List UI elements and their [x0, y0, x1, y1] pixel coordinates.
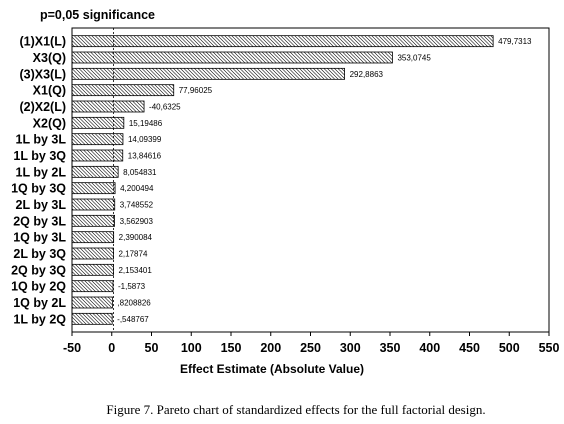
- y-tick-label: (2)X2(L): [19, 100, 66, 114]
- bar-value-label: -,548767: [117, 315, 149, 324]
- bar-value-label: 4,200494: [120, 184, 154, 193]
- x-tick-label: 400: [419, 341, 440, 355]
- bar: [71, 100, 145, 113]
- y-tick-label: (3)X3(L): [19, 67, 66, 81]
- bar: [71, 116, 125, 129]
- y-tick-label: 1L by 3Q: [13, 149, 66, 163]
- y-tick-label: X3(Q): [33, 51, 66, 65]
- bar-value-label: 3,748552: [120, 201, 154, 210]
- bar: [71, 198, 116, 211]
- significance-label: p=0,05 significance: [40, 8, 155, 22]
- y-tick-label: 1Q by 2Q: [11, 280, 66, 294]
- x-tick-label: -50: [63, 341, 81, 355]
- y-tick-label: 1Q by 3Q: [11, 182, 66, 196]
- y-tick-label: (1)X1(L): [19, 35, 66, 49]
- bar: [71, 296, 113, 309]
- bar: [71, 67, 345, 80]
- y-tick-label: 1Q by 3L: [13, 231, 66, 245]
- bar: [71, 231, 115, 244]
- x-tick-label: 100: [181, 341, 202, 355]
- bar-value-label: 15,19486: [129, 119, 163, 128]
- bar: [71, 312, 113, 325]
- bar-value-label: 8,054831: [123, 168, 157, 177]
- x-tick-label: 0: [108, 341, 115, 355]
- bar-value-label: 77,96025: [179, 86, 213, 95]
- bar-value-label: -1,5873: [118, 282, 146, 291]
- x-tick-label: 150: [221, 341, 242, 355]
- x-tick-label: 500: [499, 341, 520, 355]
- y-tick-label: 1Q by 2L: [13, 296, 66, 310]
- bar-value-label: 3,562903: [120, 217, 154, 226]
- y-tick-label: X2(Q): [33, 116, 66, 130]
- bar-value-label: 14,09399: [128, 135, 162, 144]
- bar: [71, 247, 114, 260]
- figure-caption: Figure 7. Pareto chart of standardized e…: [106, 402, 485, 417]
- x-tick-label: 200: [260, 341, 281, 355]
- x-axis-label: Effect Estimate (Absolute Value): [180, 362, 364, 376]
- x-tick-label: 550: [539, 341, 560, 355]
- bar: [71, 280, 114, 293]
- bar-value-label: 479,7313: [498, 37, 532, 46]
- y-tick-label: 2Q by 3Q: [11, 263, 66, 277]
- bar-value-label: 2,153401: [118, 266, 152, 275]
- bar-series: 479,7313 353,0745 292,8863 77,96025 -40,6325…: [71, 35, 532, 325]
- x-axis: -50 0 50 100 150 200 250 300 350 400 450 500 550: [63, 332, 560, 355]
- bar: [71, 35, 494, 48]
- bar: [71, 149, 124, 162]
- y-tick-label: X1(Q): [33, 84, 66, 98]
- y-axis-labels: (1)X1(L) X3(Q) (3)X3(L) X1(Q) (2)X2(L) X2(Q) 1…: [11, 35, 66, 327]
- bar: [71, 84, 175, 97]
- x-tick-label: 250: [300, 341, 321, 355]
- x-tick-label: 50: [145, 341, 159, 355]
- bar-value-label: 13,84616: [128, 152, 162, 161]
- bar-value-label: 353,0745: [397, 54, 431, 63]
- y-tick-label: 1L by 2L: [16, 165, 67, 179]
- bar-value-label: 2,390084: [119, 233, 153, 242]
- bar-value-label: -40,6325: [149, 103, 181, 112]
- bar: [71, 165, 119, 178]
- bar: [71, 133, 124, 146]
- y-tick-label: 2L by 3Q: [13, 247, 66, 261]
- x-tick-label: 450: [459, 341, 480, 355]
- x-tick-label: 350: [380, 341, 401, 355]
- bar: [71, 51, 393, 64]
- bar-value-label: 2,17874: [118, 250, 147, 259]
- y-tick-label: 1L by 2Q: [13, 312, 66, 326]
- bar-value-label: 292,8863: [350, 70, 384, 79]
- bar: [71, 182, 116, 195]
- bar-value-label: ,8208826: [117, 299, 151, 308]
- y-tick-label: 2Q by 3L: [13, 214, 66, 228]
- bar: [71, 263, 114, 276]
- y-tick-label: 1L by 3L: [16, 133, 67, 147]
- bar: [71, 214, 115, 227]
- y-tick-label: 2L by 3L: [16, 198, 67, 212]
- x-tick-label: 300: [340, 341, 361, 355]
